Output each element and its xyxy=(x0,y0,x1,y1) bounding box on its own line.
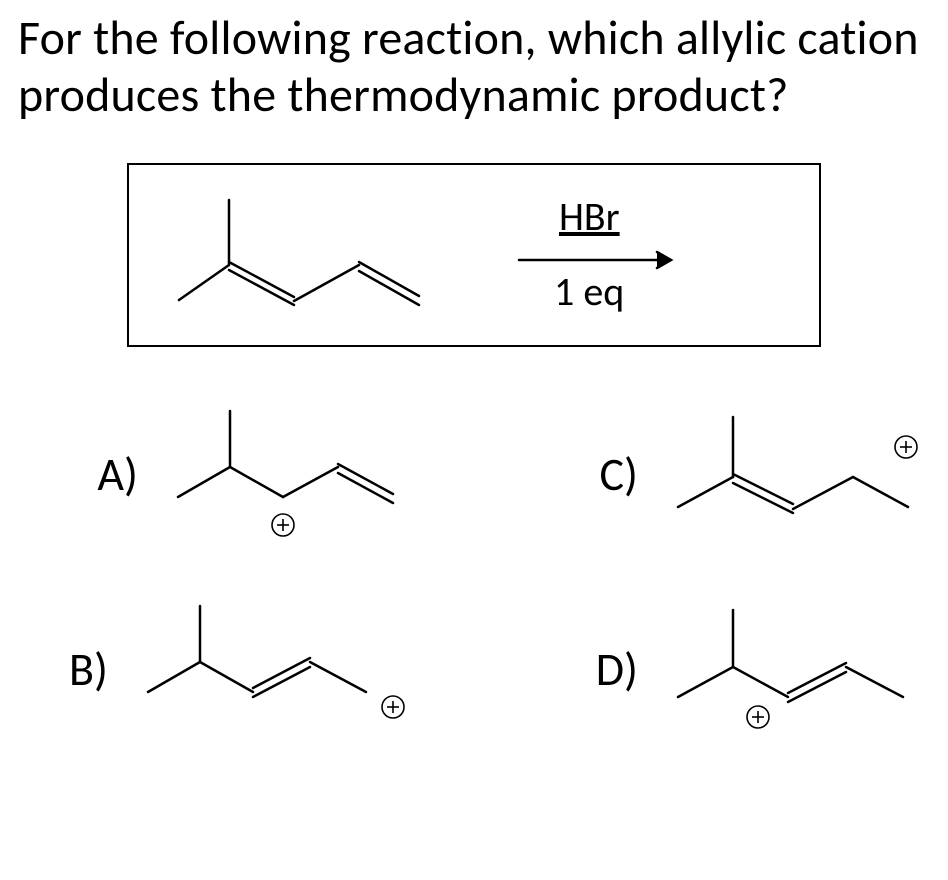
plus-icon xyxy=(272,514,294,536)
option-row-2: B) xyxy=(0,592,948,747)
option-B-label: B) xyxy=(0,642,128,698)
plus-icon xyxy=(747,706,769,728)
option-A-structure xyxy=(158,397,428,552)
option-row-1: A) C) xyxy=(0,397,948,552)
option-C-structure xyxy=(658,397,948,552)
options-grid: A) C) xyxy=(0,397,948,747)
reaction-scheme-box: HBr 1 eq xyxy=(127,163,821,347)
question-text: For the following reaction, which allyli… xyxy=(0,0,948,123)
option-D-structure xyxy=(658,592,948,747)
reaction-arrow: HBr 1 eq xyxy=(489,170,739,340)
reagent-bottom: 1 eq xyxy=(554,267,624,316)
option-C-label: C) xyxy=(548,447,658,503)
reactant-diene xyxy=(149,170,449,340)
plus-icon xyxy=(895,436,917,458)
reagent-top: HBr xyxy=(559,192,620,241)
option-D-label: D) xyxy=(548,642,658,698)
option-B-structure xyxy=(128,592,428,747)
option-A-label: A) xyxy=(0,447,158,503)
plus-icon xyxy=(382,696,404,718)
